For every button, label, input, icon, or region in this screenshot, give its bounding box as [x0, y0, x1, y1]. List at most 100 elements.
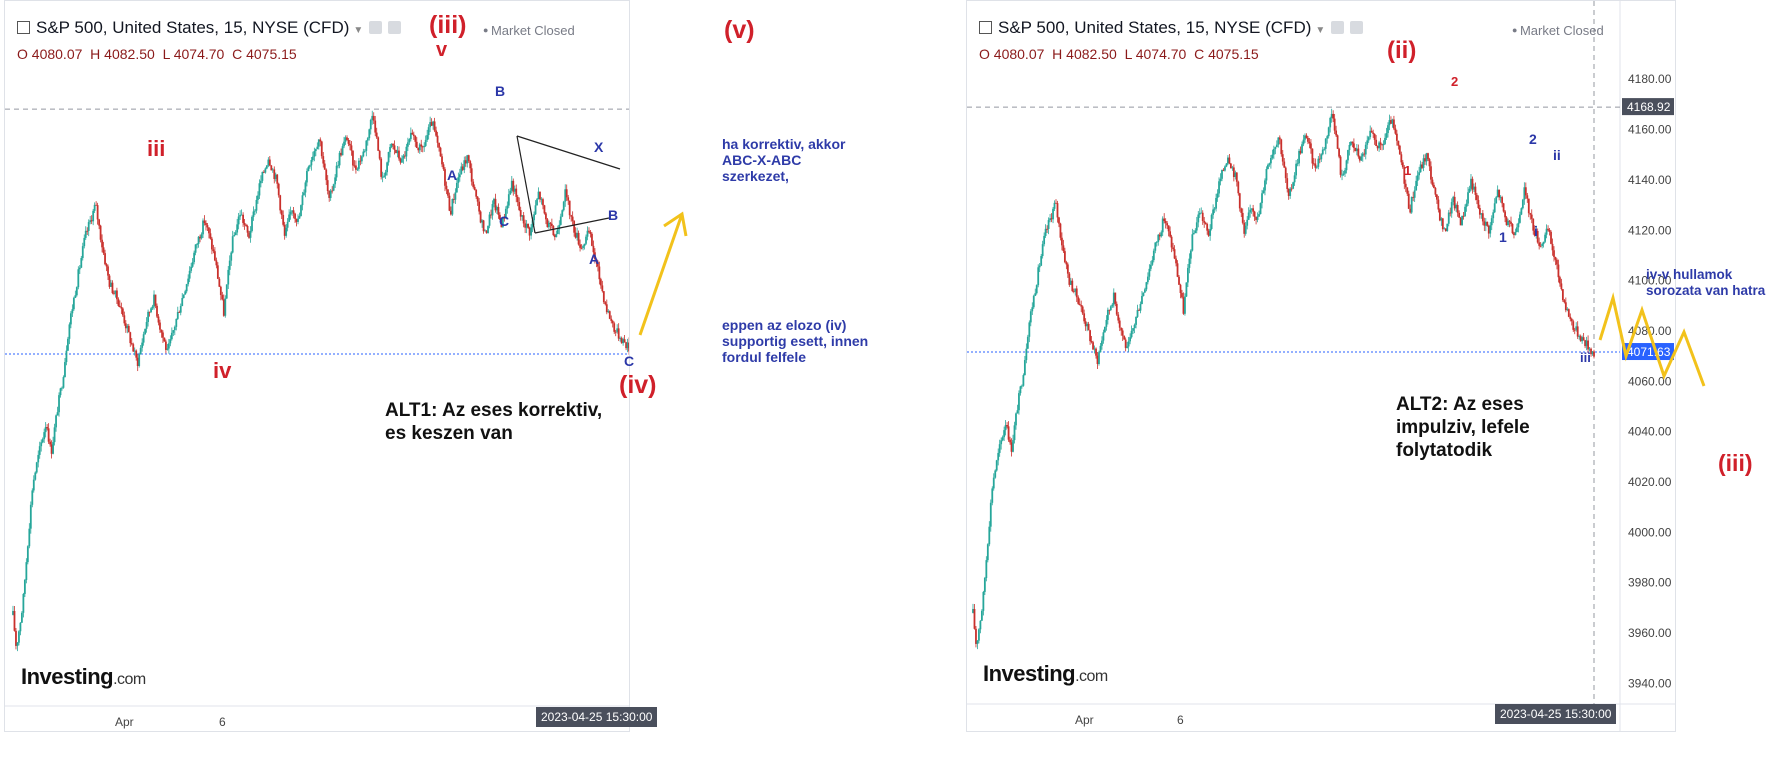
candle-body: [1341, 174, 1343, 176]
candle-body: [181, 298, 184, 307]
candle-body: [270, 165, 273, 171]
candle-body: [120, 307, 123, 309]
candle-body: [258, 183, 261, 196]
candle-body: [1533, 230, 1536, 236]
candle-body: [1422, 158, 1425, 168]
investing-logo: Investing.com: [983, 661, 1108, 686]
candle-body: [1478, 208, 1481, 215]
candle-body: [102, 247, 105, 254]
high-price-tag-label: 4168.92: [1627, 100, 1671, 114]
chevron-down-icon[interactable]: ▼: [1315, 25, 1326, 36]
candle-body: [84, 230, 87, 238]
candle-body: [328, 190, 331, 198]
candle-body: [167, 343, 170, 349]
candle-body: [1360, 156, 1363, 161]
candle-body: [549, 222, 552, 224]
candle-body: [516, 196, 519, 203]
settings-icon[interactable]: [369, 21, 383, 34]
candle-body: [87, 222, 90, 231]
candle-body: [1169, 231, 1172, 237]
candle-body: [190, 266, 193, 271]
candle-body: [545, 213, 547, 220]
candle-body: [1022, 375, 1025, 386]
candle-body: [246, 226, 249, 233]
candle-body: [1087, 323, 1090, 331]
gear-icon[interactable]: [1350, 21, 1364, 34]
candle-body: [185, 284, 188, 292]
chevron-down-icon[interactable]: ▼: [353, 25, 364, 36]
candle-body: [1200, 212, 1203, 214]
candle-body: [1253, 211, 1256, 217]
candle-body: [1578, 336, 1581, 338]
candle-body: [1505, 217, 1508, 226]
gear-icon[interactable]: [388, 21, 402, 34]
candle-body: [1471, 178, 1474, 190]
candle-body: [105, 264, 108, 267]
candle-body: [1224, 166, 1226, 171]
candle-body: [1095, 348, 1097, 356]
candle-body: [132, 344, 135, 352]
candle-body: [337, 165, 340, 167]
candle-body: [1431, 179, 1434, 185]
candle-body: [524, 223, 527, 228]
candle-body: [1013, 425, 1016, 441]
collapse-icon[interactable]: [17, 21, 30, 34]
candle-body: [561, 210, 564, 217]
candle-body: [81, 246, 84, 259]
candle-body: [598, 266, 601, 280]
candle-body: [1553, 250, 1555, 257]
candle-body: [1378, 142, 1380, 149]
candle-body: [215, 260, 218, 266]
candle-body: [1012, 440, 1014, 452]
candle-body: [1032, 295, 1035, 308]
candle-body: [1397, 140, 1400, 146]
candle-body: [359, 160, 362, 162]
candle-body: [135, 350, 138, 358]
candle-body: [1053, 202, 1056, 209]
candle-body: [1320, 154, 1323, 160]
price-chart-left: 3940.003960.003980.004000.004020.004040.…: [5, 108, 629, 729]
investing-logo: Investing.com: [21, 664, 146, 689]
collapse-icon[interactable]: [979, 21, 992, 34]
candle-body: [280, 210, 283, 215]
candle-body: [1267, 164, 1269, 170]
candle-body: [1241, 212, 1244, 223]
candle-body: [504, 208, 507, 219]
candle-body: [439, 147, 442, 157]
wave-label: ii: [1553, 147, 1561, 163]
candle-body: [129, 332, 132, 344]
candle-body: [1433, 184, 1435, 188]
candle-body: [1139, 304, 1142, 311]
candle-body: [153, 294, 155, 307]
settings-icon[interactable]: [1331, 21, 1345, 34]
candle-body: [304, 182, 307, 193]
candle-body: [228, 260, 231, 270]
candle-body: [29, 504, 32, 529]
candle-body: [1440, 218, 1443, 221]
high-price-tag: [1622, 98, 1674, 116]
candle-body: [1092, 342, 1094, 350]
candle-body: [197, 236, 200, 244]
candle-body: [1387, 125, 1389, 134]
candle-body: [1575, 326, 1578, 330]
candle-body: [1021, 385, 1023, 387]
candle-body: [1000, 440, 1003, 445]
candle-body: [179, 306, 182, 313]
candle-body: [1332, 113, 1335, 119]
candle-body: [1292, 182, 1295, 189]
wave-label: A: [447, 167, 458, 183]
candle-body: [1203, 220, 1206, 223]
candle-body: [1175, 258, 1177, 264]
candle-body: [1347, 150, 1349, 161]
candle-body: [211, 238, 213, 250]
candle-body: [1209, 228, 1212, 236]
candle-body: [23, 579, 26, 594]
candle-body: [1477, 200, 1480, 209]
candle-body: [1581, 337, 1584, 342]
candle-body: [622, 339, 625, 344]
candle-body: [604, 302, 607, 305]
candle-body: [1031, 307, 1034, 312]
candle-body: [343, 141, 345, 147]
candle-body: [1083, 313, 1086, 322]
candle-body: [386, 162, 388, 173]
